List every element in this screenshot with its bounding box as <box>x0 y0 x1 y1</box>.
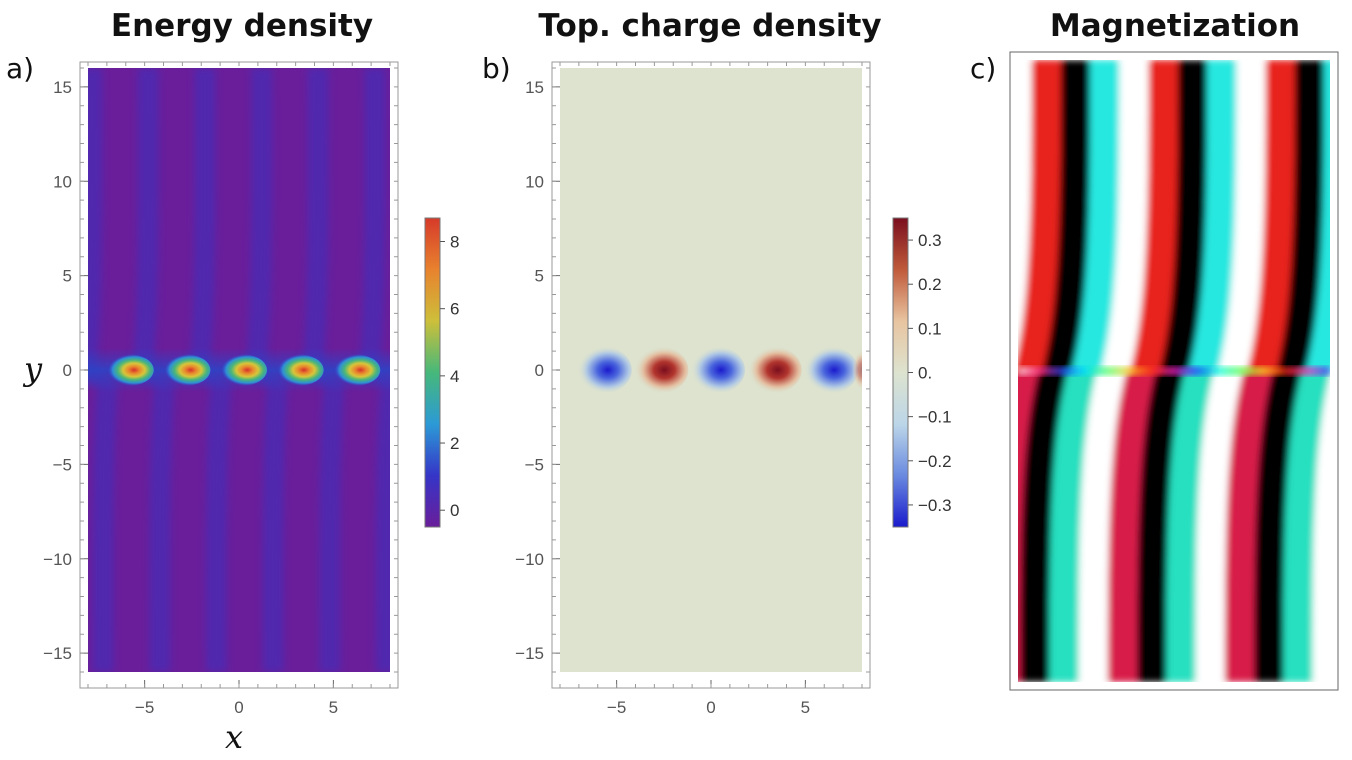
panel-a-letter: a) <box>6 52 35 85</box>
colorbar-tick-label: 4 <box>450 367 459 386</box>
energy-band <box>88 68 118 672</box>
magnetization-band <box>1312 375 1330 682</box>
negative-charge-peak <box>685 346 745 394</box>
charge-density-plot: −5 0 5 15 10 5 0 −5 −10 −15 <box>515 61 871 717</box>
magnetization-band <box>1071 60 1124 371</box>
x-tick-label: 0 <box>706 698 715 717</box>
magnetization-band <box>1342 371 1352 682</box>
x-tick-label: −5 <box>135 698 154 717</box>
y-tick-label: −10 <box>43 550 72 569</box>
colorbar-tick-label: −0.1 <box>918 408 952 427</box>
y-tick-label: 5 <box>535 267 544 286</box>
magnetization-band <box>1247 60 1299 371</box>
y-tick-label: 15 <box>53 78 72 97</box>
energy-band <box>245 68 288 672</box>
panel-c-title: Magnetization <box>1049 8 1301 44</box>
colorbar-tick-label: 6 <box>450 300 459 319</box>
magnetization-band <box>1188 60 1241 371</box>
panel-b-title: Top. charge density <box>538 8 882 44</box>
magnetization-band <box>1305 60 1330 371</box>
magnetization-band <box>1018 60 1036 367</box>
colorbar-tick-label: −0.2 <box>918 452 952 471</box>
colorbar-gradient <box>892 217 909 528</box>
energy-colorbar: 8 6 4 2 0 <box>424 217 459 528</box>
x-axis-variable: x <box>225 718 244 756</box>
magnetization-band <box>1283 371 1330 682</box>
x-tick-label: 5 <box>329 698 338 717</box>
magnetization-plot <box>955 51 1352 691</box>
y-tick-label: −15 <box>515 644 544 663</box>
colorbar-tick-label: 0.2 <box>918 275 942 294</box>
y-tick-label: 5 <box>63 267 72 286</box>
y-tick-label: 15 <box>525 78 544 97</box>
edge-charge <box>850 350 862 390</box>
magnetization-band <box>1018 60 1065 371</box>
y-tick-label: −10 <box>515 550 544 569</box>
charge-colorbar: 0.3 0.2 0.1 0. −0.1 −0.2 −0.3 <box>892 217 952 528</box>
energy-band <box>302 68 345 672</box>
magnetization-band <box>1276 60 1328 371</box>
colorbar-tick-label: 8 <box>450 233 459 252</box>
magnetization-band <box>955 60 1007 371</box>
magnetization-band <box>1100 60 1153 371</box>
y-tick-label: −5 <box>525 455 544 474</box>
energy-band <box>189 68 232 672</box>
magnetization-band <box>1042 60 1094 371</box>
y-tick-label: 10 <box>53 172 72 191</box>
panel-c-letter: c) <box>970 52 997 85</box>
energy-peak <box>158 354 211 386</box>
panel-b-letter: b) <box>482 52 511 85</box>
vortex-line <box>1018 367 1330 375</box>
panel-a-title: Energy density <box>110 8 374 44</box>
y-tick-label: 0 <box>63 361 72 380</box>
x-tick-label: −5 <box>607 698 626 717</box>
y-tick-label: 0 <box>535 361 544 380</box>
y-tick-label: 10 <box>525 172 544 191</box>
negative-charge-peak <box>571 346 632 394</box>
colorbar-tick-label: 0 <box>450 501 459 520</box>
energy-band <box>132 68 175 672</box>
colorbar-tick-label: −0.3 <box>918 496 952 515</box>
negative-charge-peak <box>798 346 859 394</box>
colorbar-tick-label: 0.1 <box>918 319 942 338</box>
magnetization-band <box>962 371 1014 682</box>
magnetization-band <box>1335 60 1352 371</box>
energy-peak <box>328 354 381 386</box>
y-tick-label: −5 <box>53 455 72 474</box>
magnetization-band <box>1159 60 1211 371</box>
energy-peak <box>215 354 267 386</box>
colorbar-tick-label: 2 <box>450 434 459 453</box>
colorbar-tick-label: 0.3 <box>918 231 942 250</box>
magnetization-band <box>1130 60 1182 371</box>
magnetization-band <box>1217 60 1270 371</box>
y-tick-label: −15 <box>43 644 72 663</box>
positive-charge-peak <box>628 346 689 394</box>
x-tick-label: 5 <box>801 698 810 717</box>
colorbar-tick-label: 0. <box>918 364 932 383</box>
positive-charge-peak <box>741 346 802 394</box>
energy-peak <box>271 354 324 386</box>
y-axis-variable: y <box>24 350 43 388</box>
colorbar-gradient <box>424 217 441 528</box>
energy-density-plot: −5 0 5 15 10 5 0 −5 −10 −15 <box>43 61 399 717</box>
energy-peak <box>101 354 154 386</box>
x-tick-label: 0 <box>234 698 243 717</box>
